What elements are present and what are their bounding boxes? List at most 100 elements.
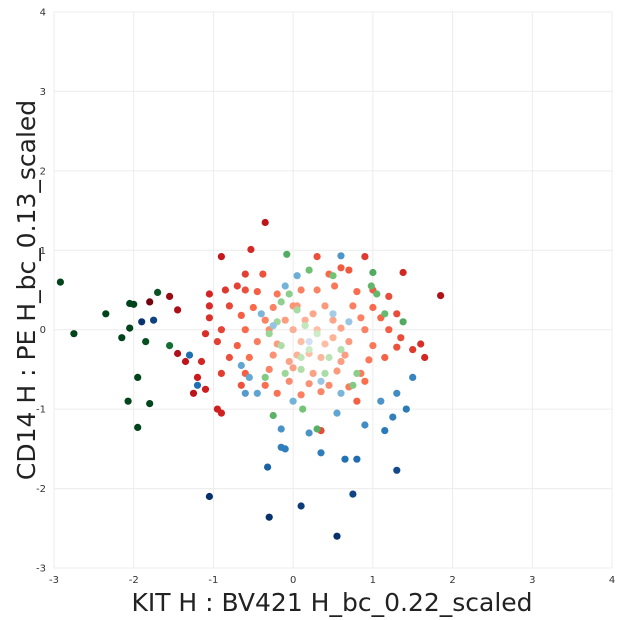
data-point — [345, 318, 353, 326]
data-point — [245, 373, 253, 381]
series-blues — [138, 252, 417, 540]
data-point — [317, 449, 325, 457]
data-point — [353, 288, 361, 296]
data-point — [257, 310, 265, 318]
data-point — [146, 400, 154, 408]
data-point — [277, 425, 285, 433]
data-point — [193, 373, 202, 381]
data-point — [241, 326, 249, 334]
data-point — [281, 282, 289, 290]
data-point — [341, 455, 349, 463]
data-point — [70, 330, 78, 338]
data-point — [329, 334, 337, 342]
data-point — [381, 427, 389, 435]
data-point — [241, 286, 249, 294]
tick-labels: -3 -2 -1 0 1 2 3 4 -3 -2 -1 0 1 2 3 4 — [36, 8, 615, 587]
data-point — [301, 322, 309, 330]
data-point — [321, 340, 329, 348]
y-tick-label: -1 — [36, 405, 46, 416]
data-point — [261, 316, 269, 324]
data-point — [409, 346, 417, 354]
data-point — [285, 377, 293, 385]
data-point — [333, 532, 341, 540]
data-point — [337, 264, 345, 272]
x-tick-label: 4 — [609, 575, 615, 586]
data-point — [281, 316, 289, 324]
data-point — [321, 302, 329, 310]
data-point — [245, 353, 253, 362]
data-point — [166, 342, 174, 350]
data-point — [333, 367, 341, 375]
data-point — [305, 338, 313, 346]
data-point — [285, 357, 293, 366]
grid — [53, 11, 613, 569]
data-point — [393, 343, 401, 351]
series-reds — [146, 218, 445, 435]
data-point — [393, 389, 401, 397]
data-point — [389, 413, 397, 421]
data-point — [264, 463, 272, 471]
data-point — [297, 353, 305, 362]
data-point — [367, 282, 375, 290]
data-point — [225, 353, 233, 362]
y-tick-label: -3 — [36, 564, 46, 575]
data-point — [181, 357, 190, 366]
data-point — [305, 429, 313, 437]
data-point — [399, 318, 407, 326]
data-point — [309, 369, 317, 377]
data-point — [337, 346, 345, 354]
data-point — [329, 316, 337, 324]
data-point — [377, 397, 385, 405]
data-point — [253, 288, 261, 296]
data-point — [393, 310, 401, 318]
data-point — [281, 445, 289, 453]
y-tick-label: 4 — [40, 8, 46, 19]
data-point — [361, 253, 369, 261]
data-point — [289, 326, 297, 334]
y-tick-label: 2 — [40, 166, 46, 177]
data-point — [249, 303, 257, 312]
data-point — [329, 272, 337, 280]
data-point — [273, 290, 281, 298]
data-point — [329, 310, 337, 318]
data-point — [56, 278, 64, 286]
data-point — [217, 253, 225, 261]
data-point — [399, 268, 407, 277]
y-tick-label: -2 — [36, 484, 46, 495]
data-point — [146, 298, 154, 306]
data-point — [305, 380, 313, 388]
data-point — [237, 361, 245, 370]
data-point — [154, 288, 162, 296]
data-point — [331, 282, 339, 290]
data-point — [130, 300, 138, 308]
data-point — [253, 389, 261, 397]
data-point — [309, 310, 317, 318]
data-point — [102, 310, 110, 318]
data-point — [353, 455, 361, 463]
data-point — [361, 421, 369, 429]
data-point — [313, 330, 321, 338]
y-tick-label: 3 — [40, 87, 46, 98]
data-point — [233, 282, 241, 290]
x-tick-label: 3 — [529, 575, 535, 586]
data-point — [337, 252, 345, 260]
data-point — [217, 409, 225, 417]
data-point — [142, 338, 150, 346]
data-point — [273, 389, 281, 397]
data-point — [265, 330, 273, 338]
data-point — [297, 391, 305, 399]
data-point — [305, 346, 313, 354]
data-point — [373, 290, 381, 298]
y-axis-label: CD14 H : PE H_bc_0.13_scaled — [12, 100, 41, 480]
data-point — [138, 318, 146, 326]
data-point — [265, 365, 273, 373]
data-point — [321, 369, 329, 377]
data-point — [393, 466, 401, 474]
data-point — [293, 306, 301, 314]
data-point — [118, 334, 126, 342]
data-point — [297, 502, 305, 510]
x-axis-label: KIT H : BV421 H_bc_0.22_scaled — [131, 588, 532, 617]
data-point — [289, 364, 297, 372]
data-point — [317, 353, 325, 362]
